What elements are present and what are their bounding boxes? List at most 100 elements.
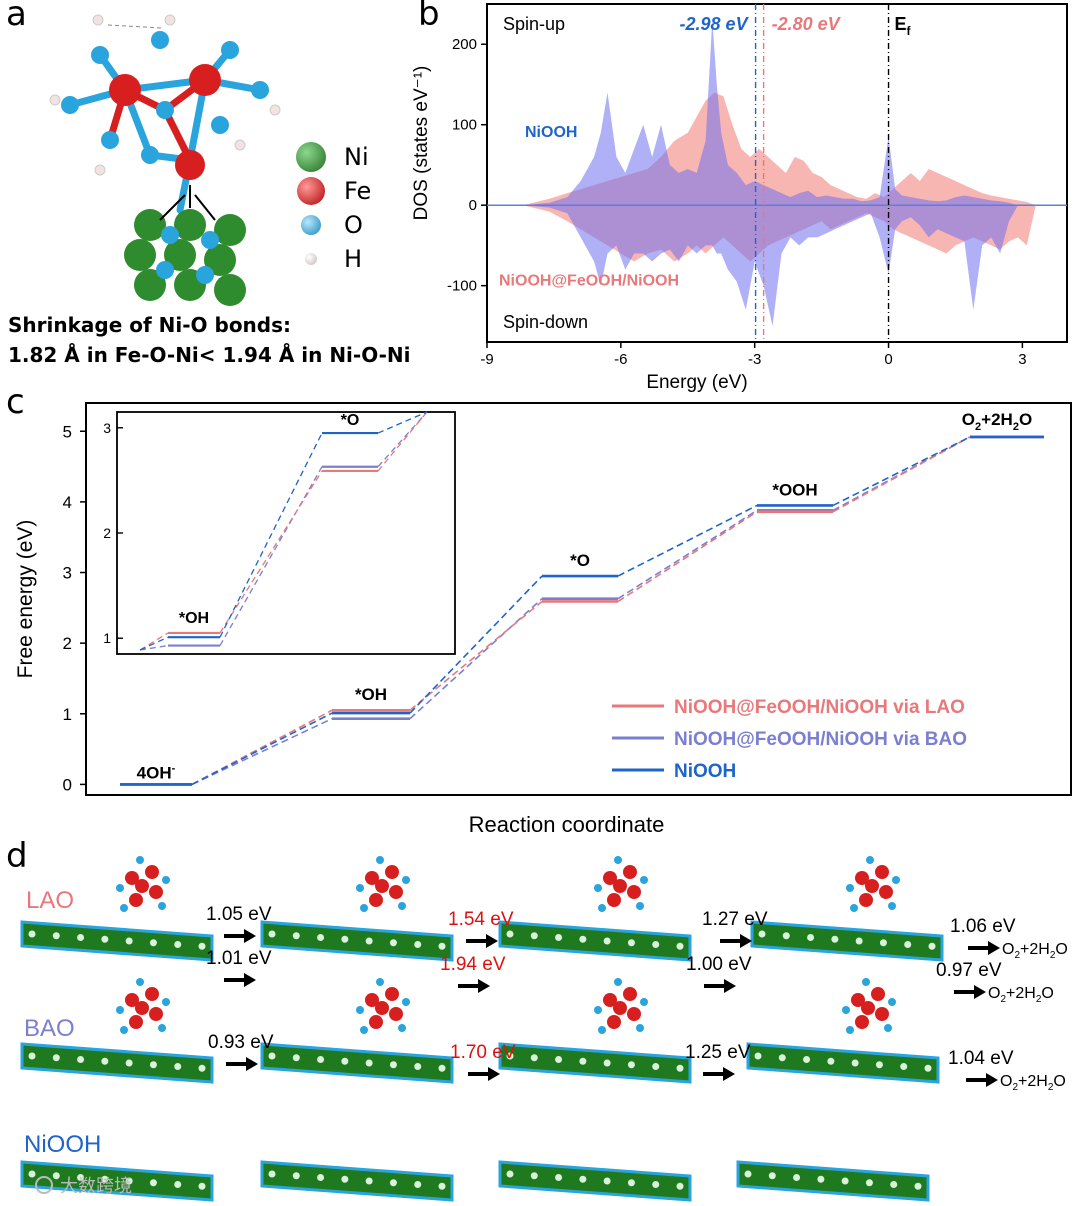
cluster-0-1-fe-3	[369, 893, 383, 907]
cluster-1-1-o-3	[398, 1024, 406, 1032]
arrow-head-0-0	[244, 929, 256, 943]
y-axis-label: DOS (states eV⁻¹)	[411, 66, 432, 221]
link-niooh-2	[617, 504, 758, 577]
legend-row-o: O	[296, 208, 406, 242]
cluster-1-3-o-0	[842, 1006, 850, 1014]
slab-1-3-hole-5	[875, 1061, 883, 1069]
y-tick-label-2: 0	[469, 197, 477, 214]
cluster-1-3-o-2	[862, 978, 870, 986]
x-tick-label-1: -6	[614, 351, 627, 368]
slab-0-3-hole-7	[928, 942, 936, 950]
slab-0-3-hole-3	[831, 935, 839, 943]
slab-2-2-hole-5	[627, 1179, 635, 1187]
panel-letter-a: a	[6, 0, 27, 34]
legend-label-1: NiOOH@FeOOH/NiOOH via BAO	[674, 729, 967, 750]
cluster-0-1-o-4	[360, 904, 368, 912]
slab-1-2-hole-1	[530, 1054, 538, 1062]
slab-0-2-hole-5	[627, 939, 635, 947]
slab-2-1-hole-0	[268, 1170, 276, 1178]
cluster-0-3-fe-1	[875, 865, 889, 879]
slab-1-3-hole-1	[778, 1054, 786, 1062]
link-bao-2	[617, 509, 758, 600]
cluster-0-2-fe-0	[603, 871, 617, 885]
spin-down-label: Spin-down	[503, 312, 588, 332]
arrow-head-0-1	[486, 934, 498, 948]
step-label-4: O2+2H2O	[962, 410, 1032, 433]
slab-0-1-hole-7	[438, 942, 446, 950]
y-tick-label-0: 200	[452, 36, 477, 53]
slab-2-1-hole-2	[317, 1174, 325, 1181]
cluster-0-0-fe-1	[145, 865, 159, 879]
cluster-0-1-o-1	[402, 876, 410, 884]
slab-0-3-hole-5	[879, 939, 887, 947]
slab-1-0-hole-3	[101, 1057, 109, 1065]
x-tick-label-3: 0	[884, 351, 892, 368]
inset-frame	[116, 411, 456, 655]
x-tick-label-4: 3	[1018, 351, 1026, 368]
step-label-1: *OH	[355, 685, 387, 704]
cluster-1-1-fe-0	[365, 993, 379, 1007]
slab-0-0-hole-4	[125, 937, 133, 945]
panel-a-structure-illustration	[49, 14, 281, 306]
slab-2-2-hole-2	[555, 1174, 563, 1181]
slab-2-3-hole-4	[841, 1177, 849, 1185]
cluster-1-3-fe-4	[861, 1001, 875, 1015]
slab-0-0-hole-6	[174, 941, 182, 948]
y-tick-label-5: 5	[63, 422, 72, 441]
link-niooh-1	[409, 575, 543, 714]
link-lao-2	[617, 511, 758, 603]
y-axis-label: Free energy (eV)	[14, 520, 37, 679]
inset-y-tick-label-0: 1	[103, 630, 111, 646]
cluster-1-0-fe-1	[145, 987, 159, 1001]
cluster-0-1-fe-0	[365, 871, 379, 885]
legend-row-fe: Fe	[296, 174, 406, 208]
slab-0-2-hole-1	[530, 932, 538, 940]
slab-0-0-hole-2	[77, 934, 85, 941]
cluster-1-3-o-3	[884, 1024, 892, 1032]
slab-2-0-hole-5	[149, 1179, 157, 1187]
cluster-1-3-fe-0	[851, 993, 865, 1007]
slab-1-2-hole-0	[506, 1052, 514, 1060]
cluster-1-0-o-3	[158, 1024, 166, 1032]
h-sphere-icon	[305, 253, 317, 265]
slab-0-1-hole-6	[414, 941, 422, 948]
product-label-2: O2+2H2O	[988, 985, 1054, 1005]
step-energy-2-3: 0.97 eV	[936, 960, 1002, 981]
slab-1-1	[260, 1042, 454, 1084]
step-energy-1-2: 1.25 eV	[685, 1042, 751, 1063]
series-label-composite: NiOOH@FeOOH/NiOOH	[499, 273, 679, 290]
inset-link-bao	[219, 466, 323, 646]
free-energy-chart: 0 1 2 3 4 5 Free energy (eV) Reaction coordinat…	[14, 402, 1072, 837]
cluster-1-2-o-4	[598, 1026, 606, 1034]
slab-2-2-hole-0	[506, 1170, 514, 1178]
slab-2-2-hole-6	[652, 1181, 660, 1188]
step-energy-1-1: 1.70 eV	[450, 1042, 516, 1063]
inset-y-tick-label-2: 3	[103, 420, 111, 436]
slab-0-0-hole-7	[198, 942, 206, 950]
slab-1-3-hole-3	[827, 1057, 835, 1065]
arrow-head-2-1	[478, 979, 490, 993]
cluster-1-2-fe-1	[623, 987, 637, 1001]
slab-2-3-hole-5	[865, 1179, 873, 1187]
x-axis-label: Energy (eV)	[646, 372, 747, 393]
cluster-1-0-fe-2	[149, 1007, 163, 1021]
slab-0-3-hole-2	[807, 934, 815, 941]
cluster-1-0-o-4	[120, 1026, 128, 1034]
slab-1-2-hole-3	[579, 1057, 587, 1065]
slab-2-3-hole-7	[914, 1182, 922, 1190]
cluster-1-2-fe-2	[627, 1007, 641, 1021]
inset-step-label-0: *OH	[179, 610, 209, 627]
slab-2-0	[20, 1160, 214, 1202]
x-axis-label: Reaction coordinate	[469, 812, 665, 837]
panel-letter-d: d	[6, 836, 28, 876]
cluster-0-2-fe-2	[627, 885, 641, 899]
slab-1-1-hole-1	[292, 1054, 300, 1062]
slab-2-3	[736, 1160, 930, 1202]
slab-1-3-hole-0	[754, 1052, 762, 1060]
legend-label-o: O	[344, 211, 363, 239]
vline-blue-label: -2.98 eV	[680, 14, 750, 34]
slab-2-0-hole-2	[77, 1174, 85, 1181]
cluster-0-1-o-2	[376, 856, 384, 864]
y-tick-label-0: 0	[63, 775, 72, 794]
slab-0-0-hole-5	[149, 939, 157, 947]
